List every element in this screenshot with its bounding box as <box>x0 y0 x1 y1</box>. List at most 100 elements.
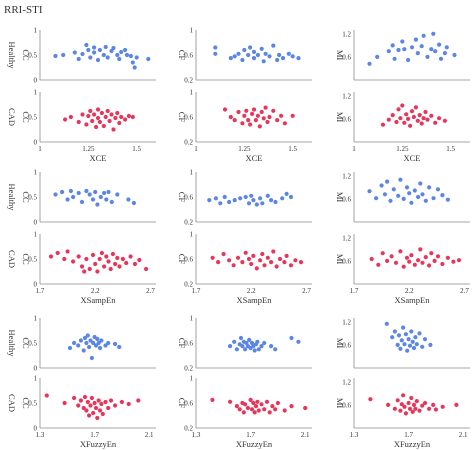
data-point <box>103 343 108 348</box>
data-point <box>228 114 233 120</box>
data-point <box>401 196 406 201</box>
data-point <box>124 260 129 266</box>
data-point <box>454 402 459 407</box>
data-point <box>240 260 245 265</box>
data-point <box>107 118 112 124</box>
data-point <box>92 50 97 55</box>
data-point <box>105 108 110 114</box>
data-point <box>437 116 442 121</box>
group-label: CAD <box>7 250 17 268</box>
data-point <box>131 200 136 206</box>
data-point <box>271 249 276 254</box>
data-point <box>432 258 437 263</box>
data-point <box>124 52 130 58</box>
data-point <box>290 54 295 59</box>
x-tick-label: 1.7 <box>36 287 45 295</box>
data-point <box>409 329 414 334</box>
data-point <box>411 345 417 351</box>
data-point <box>440 404 445 409</box>
data-point <box>419 44 424 49</box>
data-point <box>44 393 49 398</box>
x-tick-label: 1.5 <box>132 145 141 153</box>
y-tick-label: 0 <box>34 365 38 373</box>
data-point <box>296 339 301 344</box>
data-point <box>404 185 410 190</box>
y-tick-label: 0.2 <box>184 281 193 289</box>
x-tick-label: 1.7 <box>246 431 255 439</box>
data-point <box>79 264 85 269</box>
data-point <box>232 118 237 123</box>
data-point <box>117 264 122 269</box>
data-point <box>416 258 421 263</box>
data-point <box>252 348 257 353</box>
data-point <box>405 348 410 353</box>
data-point <box>88 403 93 408</box>
panel-2: 0.6 1.2 MI <box>335 30 470 81</box>
data-point <box>402 120 407 125</box>
data-point <box>427 185 432 190</box>
data-point <box>401 393 406 398</box>
data-point <box>242 113 247 118</box>
data-point <box>95 115 101 121</box>
data-point <box>240 344 245 349</box>
data-point <box>433 407 438 412</box>
data-point <box>403 332 408 337</box>
data-point <box>103 114 108 120</box>
data-point <box>440 261 445 267</box>
y-axis-label: CF <box>177 50 187 61</box>
data-point <box>264 399 270 404</box>
x-tick-label: 1.25 <box>82 145 95 153</box>
data-point <box>103 44 108 50</box>
x-tick-label: 2.2 <box>247 287 256 295</box>
data-point <box>144 266 149 272</box>
data-point <box>101 52 106 58</box>
y-tick-label: 0.2 <box>184 77 193 85</box>
panel-4: 0.2 0.6 1 1 1.25 1.5 CF XCE <box>177 89 312 163</box>
data-point <box>82 335 88 341</box>
data-point <box>255 52 260 58</box>
data-point <box>375 54 380 60</box>
data-point <box>85 333 90 338</box>
data-point <box>404 255 410 260</box>
y-tick-label: 0.6 <box>184 194 193 202</box>
data-point <box>62 256 67 262</box>
y-tick-label: 0.6 <box>342 195 351 203</box>
data-point <box>407 406 413 411</box>
data-point <box>303 405 308 411</box>
y-axis-label: CC <box>21 337 31 349</box>
panel-16: 0.2 0.6 1 1.3 1.7 2.1 CF XFuzzyEn <box>177 375 312 449</box>
y-tick-label: 1.2 <box>342 172 351 180</box>
data-point <box>400 39 405 44</box>
data-point <box>433 49 438 54</box>
y-tick-label: 1.2 <box>342 30 351 38</box>
data-point <box>76 56 81 62</box>
figure-title: RRI-STI <box>4 4 43 16</box>
data-point <box>409 395 414 401</box>
data-point <box>86 113 91 119</box>
data-point <box>104 254 109 259</box>
data-point <box>414 399 419 404</box>
data-point <box>88 55 93 60</box>
data-point <box>282 260 287 265</box>
data-point <box>258 196 263 201</box>
data-point <box>97 408 103 413</box>
data-point <box>106 189 111 195</box>
data-point <box>396 47 401 53</box>
y-axis-label: MI <box>335 50 345 61</box>
y-tick-label: 0.5 <box>28 114 37 122</box>
y-tick-label: 0.5 <box>28 256 37 264</box>
data-point <box>228 399 233 404</box>
data-point <box>403 411 408 416</box>
x-tick-label: 1.7 <box>350 287 359 295</box>
panel-11: 0.6 1.2 1.7 2.2 2.7 MI XSampEn <box>335 234 470 305</box>
data-point <box>80 51 85 57</box>
data-point <box>431 402 436 407</box>
data-point <box>71 194 76 200</box>
data-point <box>106 259 111 264</box>
data-point <box>413 105 418 110</box>
y-tick-label: 1 <box>34 27 38 35</box>
y-tick-label: 1 <box>190 315 194 323</box>
data-point <box>76 190 81 196</box>
data-point <box>429 47 434 52</box>
data-point <box>100 411 105 417</box>
